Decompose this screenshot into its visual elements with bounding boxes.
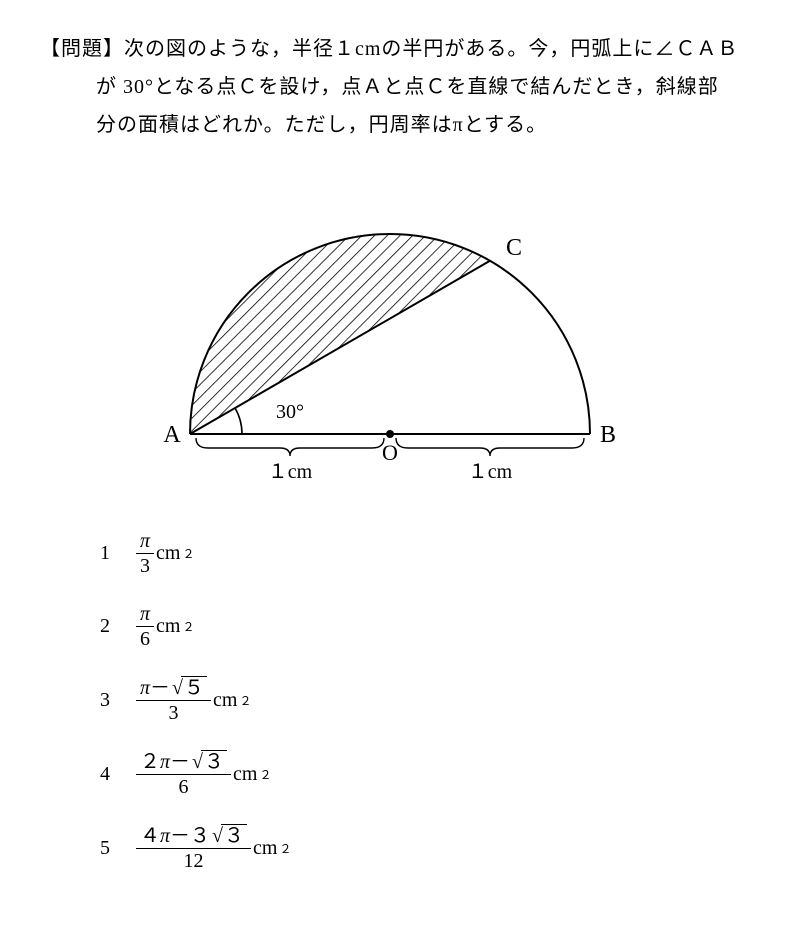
fraction-denominator: 6 bbox=[179, 775, 189, 798]
choice-row: 5４π－３３12cm２ bbox=[100, 824, 760, 872]
choice-fraction: π－５3 bbox=[136, 676, 211, 724]
choice-row: 2π6cm２ bbox=[100, 603, 760, 650]
choice-row: 1π3cm２ bbox=[100, 530, 760, 577]
unit-exponent: ２ bbox=[259, 766, 271, 783]
unit-label: cm bbox=[156, 542, 180, 565]
unit-exponent: ２ bbox=[182, 545, 194, 562]
svg-text:B: B bbox=[600, 422, 616, 448]
choice-row: 4２π－３6cm２ bbox=[100, 750, 760, 798]
fraction-denominator: 12 bbox=[184, 849, 204, 872]
choice-number: 1 bbox=[100, 542, 136, 565]
problem-line1: 次の図のような，半径１cmの半円がある。今，円弧上に∠ＣＡＢ bbox=[124, 38, 738, 60]
choice-fraction: ２π－３6 bbox=[136, 750, 231, 798]
svg-text:１cm: １cm bbox=[268, 461, 313, 483]
fraction-numerator: π bbox=[136, 603, 154, 627]
unit-label: cm bbox=[213, 689, 237, 712]
choice-row: 3π－５3cm２ bbox=[100, 676, 760, 724]
choice-number: 4 bbox=[100, 763, 136, 786]
unit-label: cm bbox=[233, 763, 257, 786]
choice-fraction: π3 bbox=[136, 530, 154, 577]
semicircle-diagram: A B C O 30° １cm １cm bbox=[130, 174, 760, 500]
fraction-denominator: 3 bbox=[169, 701, 179, 724]
fraction-numerator: π bbox=[136, 530, 154, 554]
unit-label: cm bbox=[253, 837, 277, 860]
fraction-numerator: π－５ bbox=[136, 676, 211, 701]
problem-line2: が 30°となる点Ｃを設け，点Ａと点Ｃを直線で結んだとき，斜線部 bbox=[40, 68, 760, 106]
choice-number: 5 bbox=[100, 837, 136, 860]
choice-fraction: ４π－３３12 bbox=[136, 824, 251, 872]
unit-exponent: ２ bbox=[182, 618, 194, 635]
problem-text: 【問題】次の図のような，半径１cmの半円がある。今，円弧上に∠ＣＡＢ が 30°… bbox=[40, 30, 760, 144]
choice-number: 3 bbox=[100, 689, 136, 712]
unit-exponent: ２ bbox=[239, 692, 251, 709]
problem-label: 【問題】 bbox=[40, 38, 124, 60]
fraction-numerator: ４π－３３ bbox=[136, 824, 251, 849]
svg-text:30°: 30° bbox=[276, 401, 304, 423]
choice-fraction: π6 bbox=[136, 603, 154, 650]
choice-number: 2 bbox=[100, 615, 136, 638]
diagram-svg: A B C O 30° １cm １cm bbox=[130, 174, 670, 494]
fraction-numerator: ２π－３ bbox=[136, 750, 231, 775]
svg-text:O: O bbox=[382, 440, 398, 465]
answer-choices: 1π3cm２2π6cm２3π－５3cm２4２π－３6cm２5４π－３３12cm２ bbox=[40, 530, 760, 872]
unit-exponent: ２ bbox=[279, 840, 291, 857]
svg-text:１cm: １cm bbox=[468, 461, 513, 483]
svg-text:C: C bbox=[506, 235, 522, 261]
fraction-denominator: 3 bbox=[140, 554, 150, 577]
problem-line3: 分の面積はどれか。ただし，円周率はπとする。 bbox=[40, 106, 760, 144]
svg-text:A: A bbox=[163, 422, 181, 448]
unit-label: cm bbox=[156, 615, 180, 638]
fraction-denominator: 6 bbox=[140, 627, 150, 650]
